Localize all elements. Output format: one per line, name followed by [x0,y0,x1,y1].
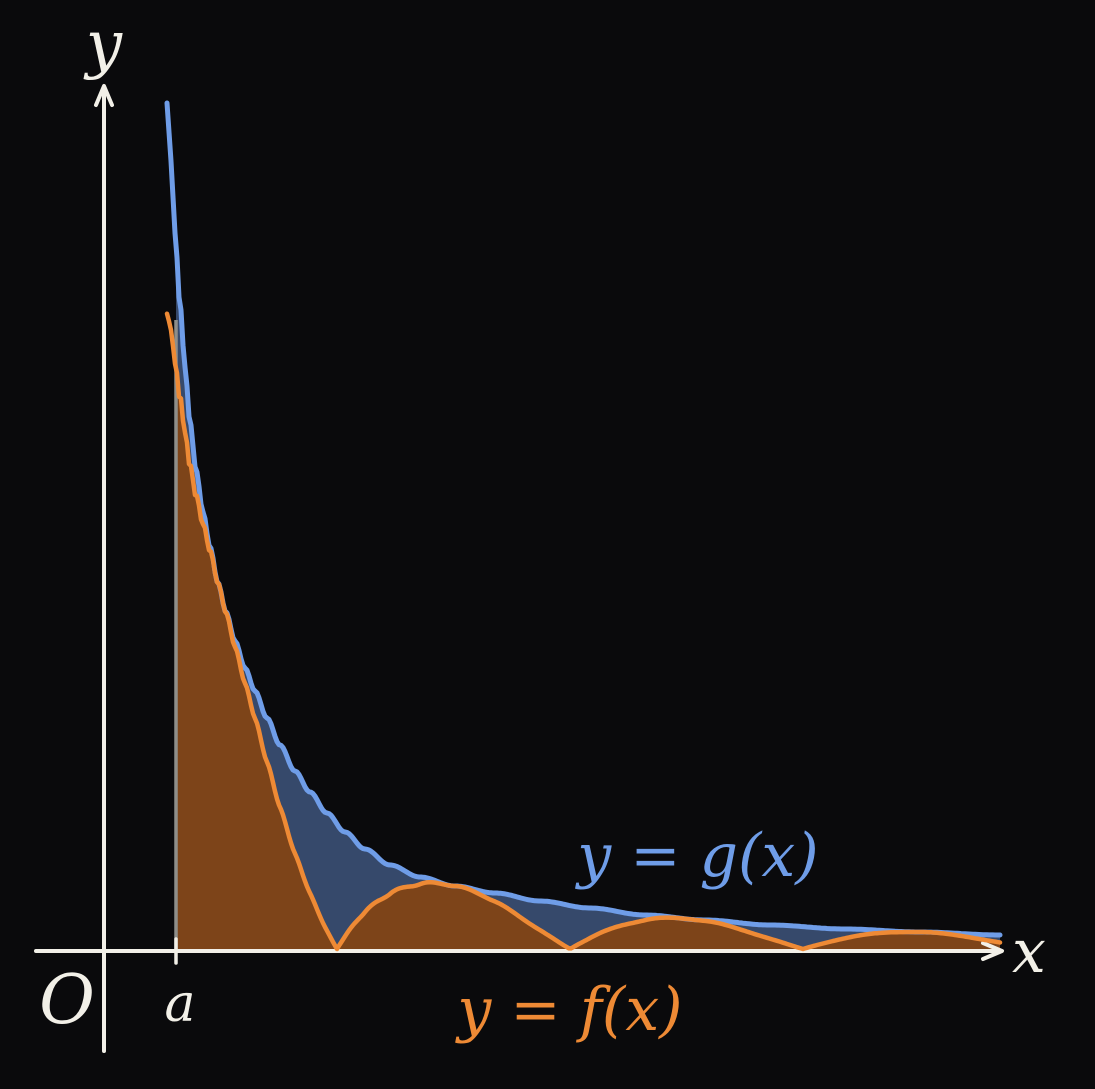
y-axis-arrow-icon [94,84,114,107]
a-label: a [164,974,195,1034]
x-axis [34,937,1004,965]
f-curve [164,311,1003,952]
y-axis-label: y [83,8,123,82]
y-axis [94,84,114,1053]
under-f-fill [176,363,1000,949]
x-axis-label: x [1012,917,1046,987]
x-axis-arrow-icon [981,941,1004,961]
g-curve-label: y = g(x) [574,821,818,891]
g-curve [164,100,1003,938]
f-curve-label: y = f(x) [454,975,682,1045]
origin-label: O [39,961,95,1040]
